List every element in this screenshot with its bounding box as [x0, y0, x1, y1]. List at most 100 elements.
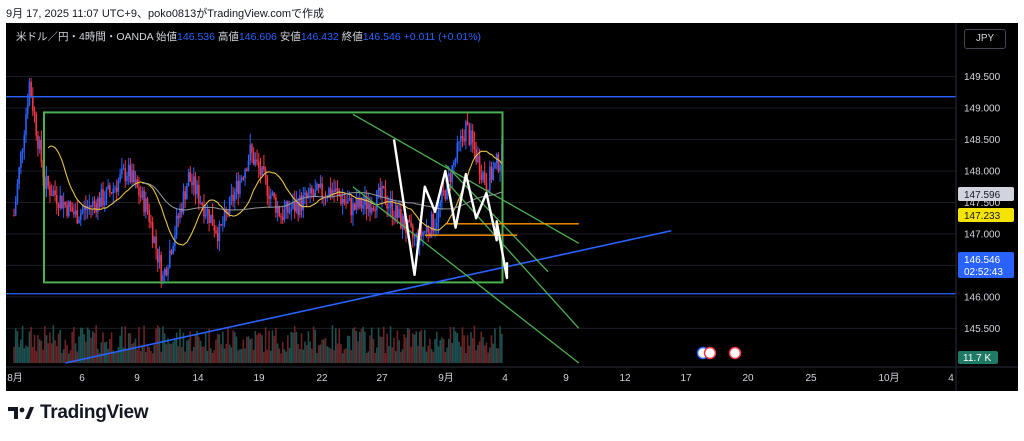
candle-body-199 — [353, 203, 356, 210]
candle-body-93 — [172, 246, 174, 254]
candle-body-118 — [215, 230, 217, 234]
candle-body-12 — [33, 110, 36, 115]
volume-bar-64 — [122, 347, 125, 363]
volume-bar-170 — [304, 341, 306, 363]
candle-body-128 — [232, 194, 234, 201]
channel-line-2[interactable] — [444, 164, 549, 273]
volume-bar-268 — [471, 338, 474, 363]
candle-body-52 — [102, 189, 104, 206]
tradingview-logo[interactable]: TradingView — [8, 402, 149, 424]
candle-body-197 — [350, 198, 352, 216]
candle-body-33 — [69, 201, 72, 208]
volume-bar-256 — [451, 342, 453, 363]
candle-body-186 — [331, 190, 334, 196]
candle-body-125 — [227, 211, 229, 214]
volume-bar-155 — [278, 348, 281, 363]
volume-bar-32 — [67, 353, 70, 363]
candle-body-101 — [186, 186, 188, 200]
volume-bar-239 — [422, 346, 424, 363]
volume-bar-105 — [192, 346, 195, 363]
volume-bar-206 — [365, 353, 368, 363]
candle-body-258 — [454, 158, 457, 162]
candle-body-79 — [148, 209, 151, 223]
candle-body-51 — [100, 189, 103, 207]
volume-bar-137 — [247, 336, 250, 363]
channel-line-3[interactable] — [444, 179, 580, 329]
candle-body-124 — [225, 209, 228, 212]
volume-bar-244 — [430, 348, 433, 363]
candle-body-15 — [38, 139, 41, 149]
candle-body-116 — [211, 214, 214, 226]
candle-body-157 — [281, 217, 284, 220]
candle-body-155 — [278, 206, 281, 217]
volume-bar-78 — [146, 344, 149, 363]
candle-body-192 — [341, 198, 344, 204]
candle-body-213 — [377, 187, 380, 191]
volume-bar-216 — [382, 326, 385, 363]
candle-body-208 — [369, 203, 371, 213]
candle-body-53 — [103, 201, 106, 206]
projection-path[interactable] — [392, 139, 509, 280]
volume-bar-9 — [28, 331, 31, 363]
range-box[interactable] — [43, 111, 504, 284]
volume-bar-167 — [299, 349, 301, 363]
volume-bar-16 — [40, 340, 43, 363]
candle-body-122 — [222, 224, 224, 226]
candle-body-156 — [280, 216, 282, 218]
volume-bar-110 — [201, 346, 204, 363]
candle-body-7 — [25, 113, 27, 136]
volume-bar-182 — [324, 338, 327, 363]
volume-bar-132 — [239, 349, 241, 363]
volume-bar-251 — [442, 338, 445, 363]
candle-body-144 — [259, 167, 262, 176]
candle-body-100 — [184, 191, 186, 200]
channel-line-1[interactable] — [352, 186, 580, 364]
volume-bar-72 — [136, 349, 139, 363]
volume-bar-203 — [360, 328, 363, 363]
volume-bar-283 — [497, 348, 500, 363]
candle-body-146 — [263, 166, 265, 170]
volume-bar-149 — [268, 330, 270, 363]
volume-bar-98 — [180, 347, 183, 363]
volume-bar-144 — [259, 333, 262, 363]
candle-body-108 — [198, 184, 200, 204]
event-flag-icon-2[interactable] — [728, 346, 742, 360]
volume-bar-209 — [370, 327, 373, 363]
candle-body-25 — [55, 195, 58, 205]
price-chart-svg[interactable]: 149.500 149.000 148.500 148.000 147.500 147.0… — [6, 23, 1018, 391]
candle-body-56 — [109, 185, 111, 193]
trend-line[interactable] — [65, 229, 672, 364]
time-tick-label-15: 4 — [948, 373, 954, 384]
candle-body-54 — [105, 188, 108, 202]
volume-bar-92 — [170, 344, 173, 363]
candle-body-127 — [230, 194, 233, 197]
time-tick-label-4: 19 — [253, 373, 265, 384]
volume-bar-60 — [115, 352, 118, 363]
candle-body-75 — [141, 190, 144, 198]
candle-body-201 — [357, 199, 359, 208]
price-badge-1 — [958, 208, 1014, 222]
candle-body-129 — [234, 191, 236, 201]
candle-body-141 — [254, 159, 257, 165]
volume-bar-260 — [458, 341, 460, 363]
time-tick-label-0: 8月 — [7, 372, 23, 384]
candle-body-13 — [35, 114, 38, 136]
volume-bar-228 — [403, 334, 406, 363]
candle-body-88 — [163, 269, 166, 276]
event-flag-icon-1[interactable] — [703, 346, 717, 360]
candle-body-35 — [73, 212, 75, 215]
volume-bar-159 — [285, 351, 287, 363]
candle-body-112 — [204, 214, 207, 217]
currency-button[interactable]: JPY — [964, 29, 1006, 49]
legend-open: 146.536 — [177, 31, 215, 43]
chart-panel[interactable]: 米ドル／円・4時間・OANDA 始値146.536 高値146.606 安値14… — [6, 23, 1018, 391]
candle-body-233 — [412, 226, 414, 238]
volume-bar-164 — [293, 325, 296, 363]
volume-bar-248 — [437, 346, 440, 363]
volume-bar-95 — [175, 332, 178, 363]
candle-body-171 — [305, 192, 308, 198]
volume-bar-117 — [213, 350, 216, 363]
volume-bar-97 — [179, 328, 181, 363]
candle-body-47 — [93, 201, 96, 204]
volume-bar-69 — [131, 343, 133, 363]
